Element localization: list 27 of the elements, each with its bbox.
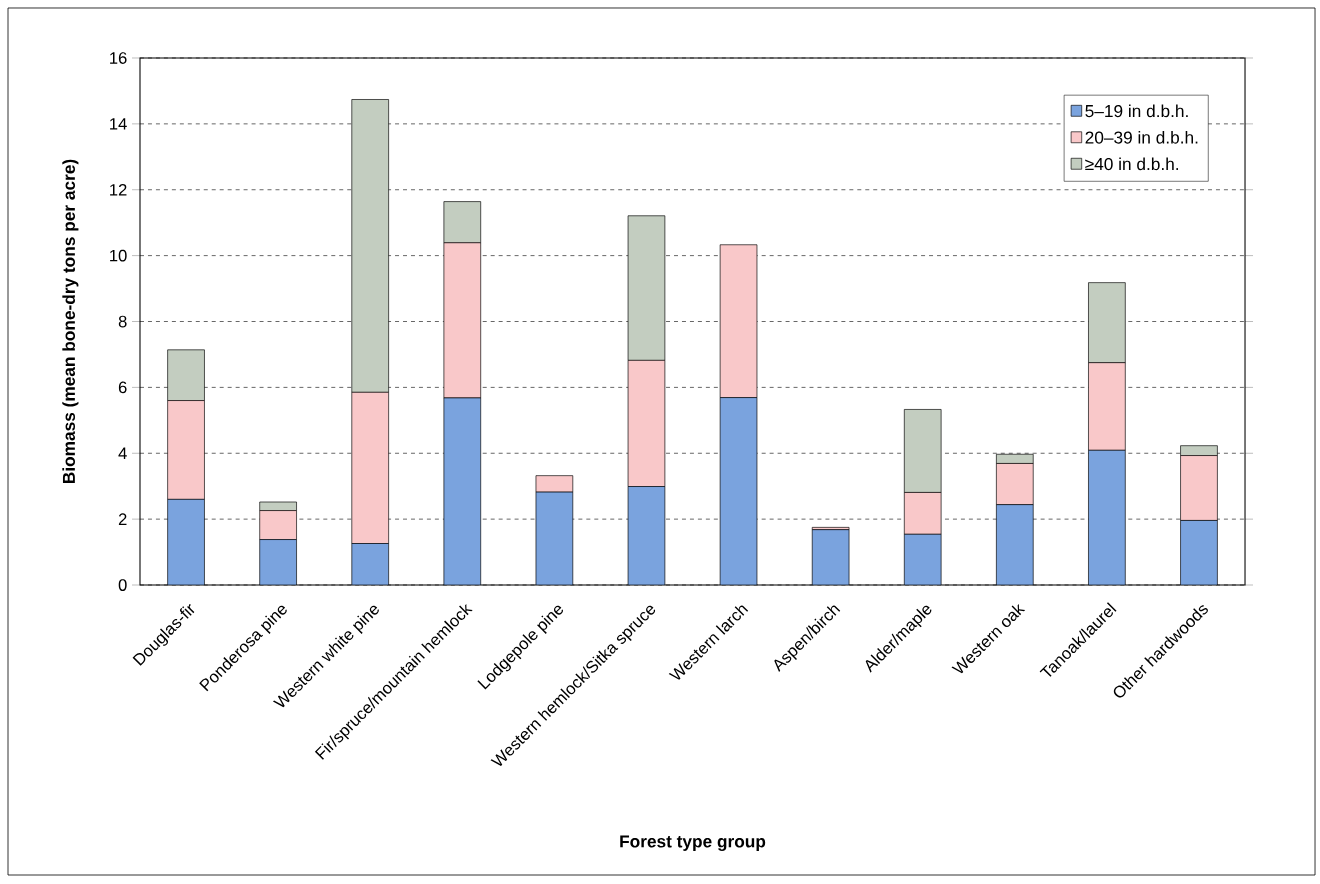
bar xyxy=(719,397,758,585)
legend-label: ≥40 in d.b.h. xyxy=(1085,157,1179,171)
legend-label: 20–39 in d.b.h. xyxy=(1085,130,1198,144)
y-tick-label: 4 xyxy=(118,447,127,459)
bar xyxy=(1180,520,1218,585)
y-tick-label: 14 xyxy=(110,118,127,130)
bar xyxy=(1088,449,1126,585)
y-tick-label: 8 xyxy=(118,315,127,328)
bar xyxy=(627,486,666,585)
bar xyxy=(167,499,205,585)
bar xyxy=(535,491,574,585)
y-tick-label: 2 xyxy=(118,513,127,525)
y-tick-label: 10 xyxy=(110,249,127,262)
legend-label: 5–19 in d.b.h. xyxy=(1085,104,1188,118)
bar xyxy=(903,533,942,585)
bar xyxy=(259,539,297,585)
y-tick-label: 16 xyxy=(110,52,127,64)
bar xyxy=(351,543,389,585)
y-tick-label: 6 xyxy=(118,381,127,394)
bar xyxy=(443,397,482,585)
y-axis-title: Biomass (mean bone-dry tons per acre) xyxy=(62,159,79,484)
y-tick-label: 0 xyxy=(118,579,127,591)
y-tick-label: 12 xyxy=(110,183,127,196)
bar xyxy=(535,475,574,493)
bar xyxy=(811,529,850,585)
x-axis-title: Forest type group xyxy=(620,835,766,852)
bar xyxy=(996,504,1034,585)
